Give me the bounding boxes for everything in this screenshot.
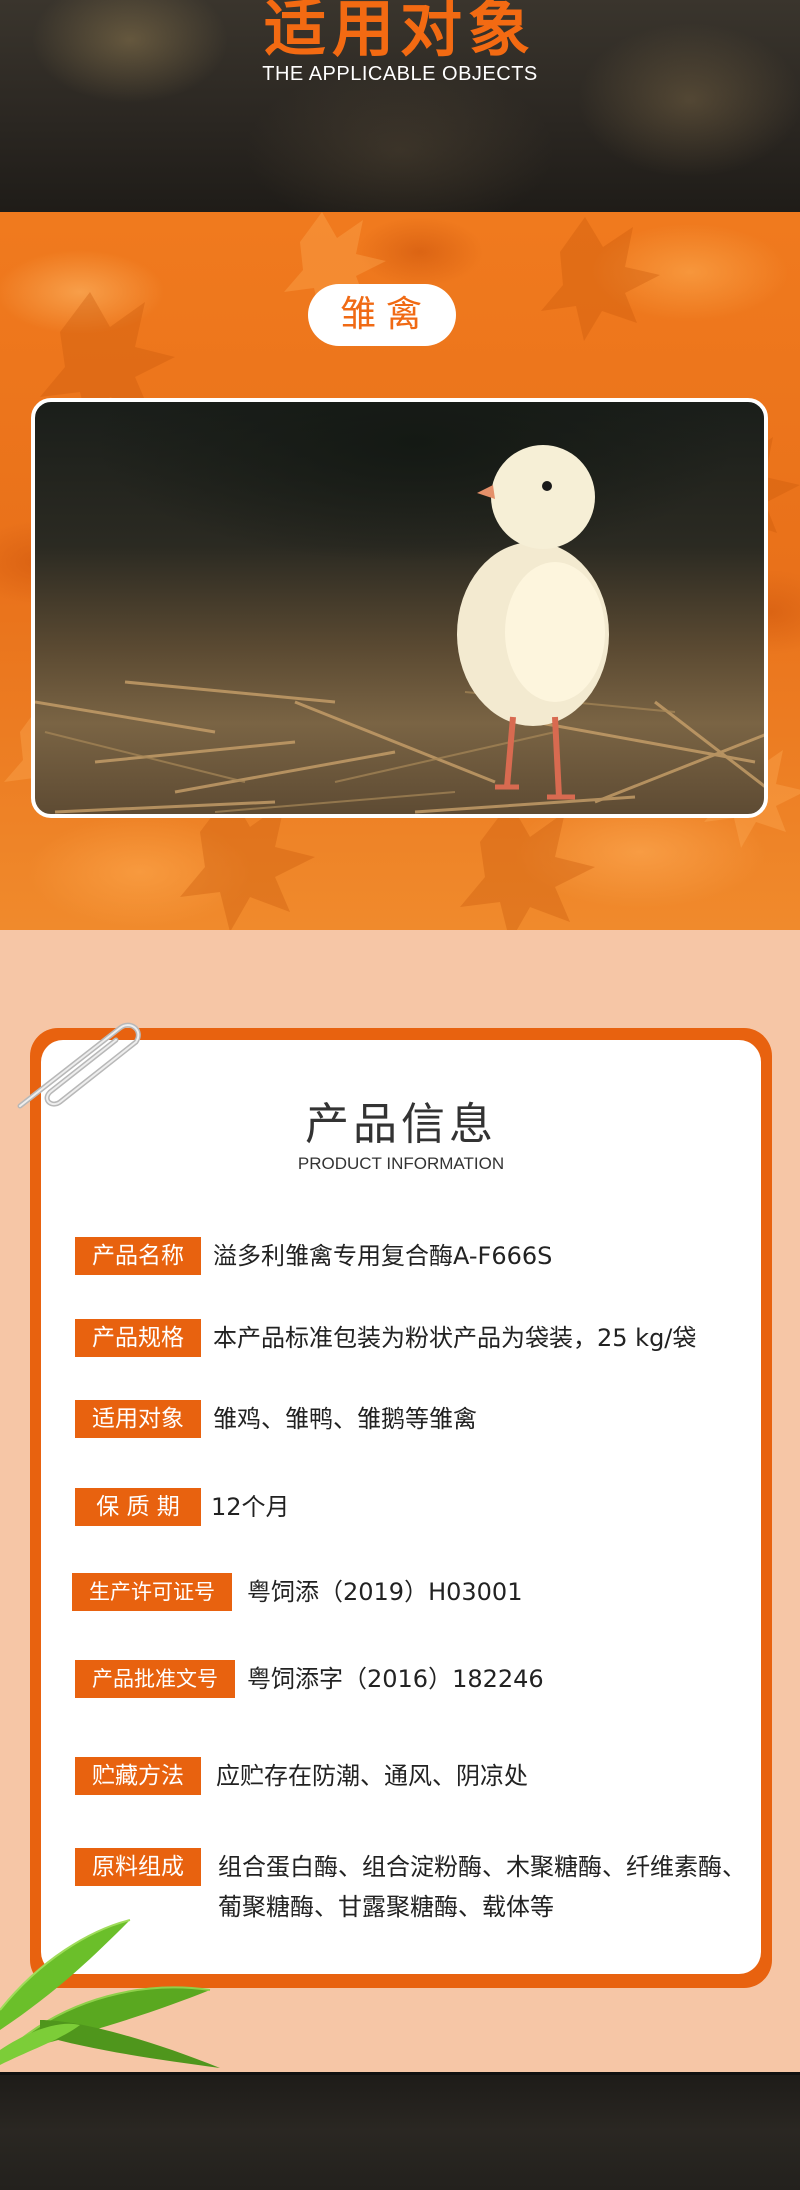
- paperclip-icon: [17, 1022, 141, 1109]
- row-value-spec: 本产品标准包装为粉状产品为袋装，25 kg/袋: [213, 1324, 697, 1352]
- row-label-target: 适用对象: [75, 1400, 201, 1438]
- row-value-name: 溢多利雏禽专用复合酶A-F666S: [213, 1242, 553, 1270]
- row-label-spec: 产品规格: [75, 1319, 201, 1357]
- target-section: 雏禽: [0, 212, 800, 930]
- row-label-storage: 贮藏方法: [75, 1757, 201, 1795]
- footer-strip: [0, 2072, 800, 2190]
- section-title: 适用对象: [263, 0, 536, 65]
- row-label-shelf-life: 保 质 期: [75, 1488, 201, 1526]
- info-title: 产品信息: [305, 1099, 497, 1150]
- row-value-shelf-life: 12个月: [211, 1493, 290, 1521]
- plant-leaves-decoration: [0, 1919, 220, 2068]
- info-subtitle: PRODUCT INFORMATION: [297, 1154, 505, 1173]
- chick-photo: [31, 398, 768, 818]
- row-value-ingredients: 组合蛋白酶、组合淀粉酶、木聚糖酶、纤维素酶、葡聚糖酶、甘露聚糖酶、载体等: [218, 1853, 746, 1921]
- row-label-approval: 产品批准文号: [75, 1660, 235, 1698]
- row-label-ingredients: 原料组成: [75, 1848, 201, 1886]
- row-value-target: 雏鸡、雏鸭、雏鹅等雏禽: [213, 1405, 477, 1433]
- header-banner: 适用对象 THE APPLICABLE OBJECTS: [0, 0, 800, 212]
- row-value-approval: 粤饲添字（2016）182246: [247, 1665, 544, 1693]
- row-label-license: 生产许可证号: [72, 1573, 232, 1611]
- section-subtitle: THE APPLICABLE OBJECTS: [262, 63, 538, 85]
- row-label-name: 产品名称: [75, 1237, 201, 1275]
- row-value-storage: 应贮存在防潮、通风、阴凉处: [216, 1762, 528, 1790]
- target-label: 雏禽: [308, 284, 456, 346]
- row-value-license: 粤饲添（2019）H03001: [247, 1578, 523, 1606]
